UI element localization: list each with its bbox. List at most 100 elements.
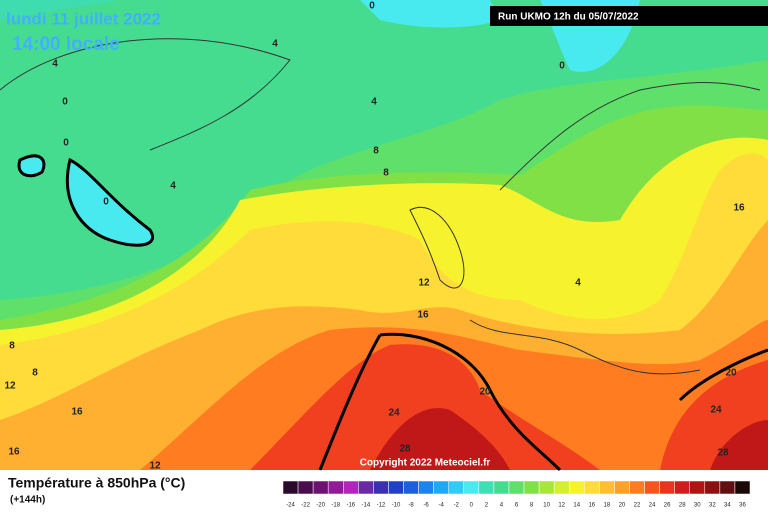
zone-0-greenland	[65, 157, 154, 247]
color-swatch	[327, 480, 344, 495]
contour-label: 4	[272, 39, 278, 50]
contour-label: 20	[479, 387, 491, 398]
color-swatch	[538, 480, 555, 495]
contour-label: 20	[725, 368, 737, 379]
color-swatch	[674, 480, 690, 495]
contour-label: 16	[71, 407, 83, 418]
zone-28-east	[710, 420, 768, 470]
colorbar-label: 24	[649, 503, 656, 509]
colorbar-label: 20	[619, 503, 626, 509]
colorbar-label: 2	[485, 503, 489, 509]
color-swatch	[614, 480, 630, 495]
contour-label: 4	[52, 59, 58, 70]
zone-24	[250, 344, 600, 470]
colorbar-label: -14	[362, 503, 371, 509]
contour-label: 24	[388, 408, 400, 419]
color-swatch	[719, 480, 736, 495]
colorbar-label: 0	[470, 503, 474, 509]
color-swatch	[644, 480, 660, 495]
colorbar-label: 8	[530, 503, 534, 509]
colorbar-label: -16	[346, 503, 355, 509]
color-swatch	[734, 480, 751, 495]
contour-label: 28	[717, 448, 729, 459]
contour-label: 0	[63, 138, 69, 149]
isotherm-20-east	[678, 348, 768, 402]
contour-label: 24	[710, 405, 722, 416]
colorbar: -24 -22 -20 -18 -16 -14 -12 -10 -8 -6 -4 -2 0 2 4 6 8 10 1…	[282, 480, 751, 509]
colorbar-label: -10	[392, 503, 401, 509]
colorbar-label: 22	[634, 503, 641, 509]
contour-label: 16	[417, 310, 429, 321]
color-swatch	[448, 480, 465, 495]
color-swatch	[493, 480, 510, 495]
color-swatch	[659, 480, 675, 495]
colorbar-label: 4	[500, 503, 504, 509]
footer-title: Température à 850hPa (°C)	[8, 475, 185, 491]
contour-label: 0	[62, 97, 68, 108]
colorbar-label: -6	[423, 503, 429, 509]
coast-greenland	[0, 38, 291, 151]
coast-britain	[409, 206, 465, 289]
color-swatch	[629, 480, 645, 495]
map	[0, 0, 768, 472]
copyright: Copyright 2022 Meteociel.fr	[360, 458, 491, 469]
run-box	[490, 6, 768, 26]
color-swatch	[704, 480, 721, 495]
colorbar-label: 32	[709, 503, 716, 509]
contour-label: 12	[4, 381, 16, 392]
color-swatch	[373, 480, 389, 495]
colorbar-label: 28	[679, 503, 686, 509]
color-swatch	[343, 480, 359, 495]
color-swatch	[553, 480, 570, 495]
isotherm-20-west	[318, 334, 382, 471]
color-swatch	[418, 480, 434, 495]
color-swatch	[599, 480, 615, 495]
contour-label: 28	[399, 444, 411, 455]
colorbar-label: -2	[454, 503, 460, 509]
color-swatch	[358, 480, 374, 495]
contour-label: 8	[383, 168, 389, 179]
zone-28	[370, 408, 510, 470]
footer-lead: (+144h)	[10, 495, 45, 506]
time: 14:00 locale	[12, 34, 120, 55]
colorbar-label: -24	[286, 503, 295, 509]
colorbar-label: 16	[588, 503, 595, 509]
contour-label: 8	[9, 341, 15, 352]
contour-label: 0	[103, 197, 109, 208]
colorbar-label: 6	[515, 503, 519, 509]
contour-label: 4	[170, 181, 176, 192]
color-swatch	[388, 480, 404, 495]
colorbar-label: 14	[573, 503, 580, 509]
color-swatch	[568, 480, 585, 495]
contour-label: 12	[418, 278, 430, 289]
contour-label: 0	[559, 61, 565, 72]
color-swatch	[523, 480, 540, 495]
colorbar-label: 18	[604, 503, 611, 509]
contour-label: 8	[373, 146, 379, 157]
color-swatch	[403, 480, 419, 495]
contour-label: 16	[8, 447, 20, 458]
colorbar-label: -8	[408, 503, 414, 509]
colorbar-label: 12	[558, 503, 565, 509]
coast-scandinavia	[499, 82, 761, 191]
run-info: Run UKMO 12h du 05/07/2022	[498, 12, 639, 23]
colorbar-label: -18	[331, 503, 340, 509]
color-swatch	[282, 480, 299, 495]
color-swatch	[463, 480, 480, 495]
coastlines	[0, 38, 761, 375]
color-swatch	[508, 480, 525, 495]
isotherm-20	[379, 332, 562, 472]
contour-label: 12	[149, 461, 161, 472]
colorbar-label: 34	[724, 503, 731, 509]
colorbar-label: 36	[739, 503, 746, 509]
contour-label: 4	[575, 278, 581, 289]
colorbar-label: 26	[664, 503, 671, 509]
contour-label: 0	[369, 1, 375, 12]
color-swatch	[584, 480, 600, 495]
zone-0-small	[17, 154, 46, 178]
color-swatch	[312, 480, 329, 495]
colorbar-label: -12	[377, 503, 386, 509]
colorbar-label: -4	[439, 503, 445, 509]
date: lundi 11 juillet 2022	[6, 9, 161, 28]
